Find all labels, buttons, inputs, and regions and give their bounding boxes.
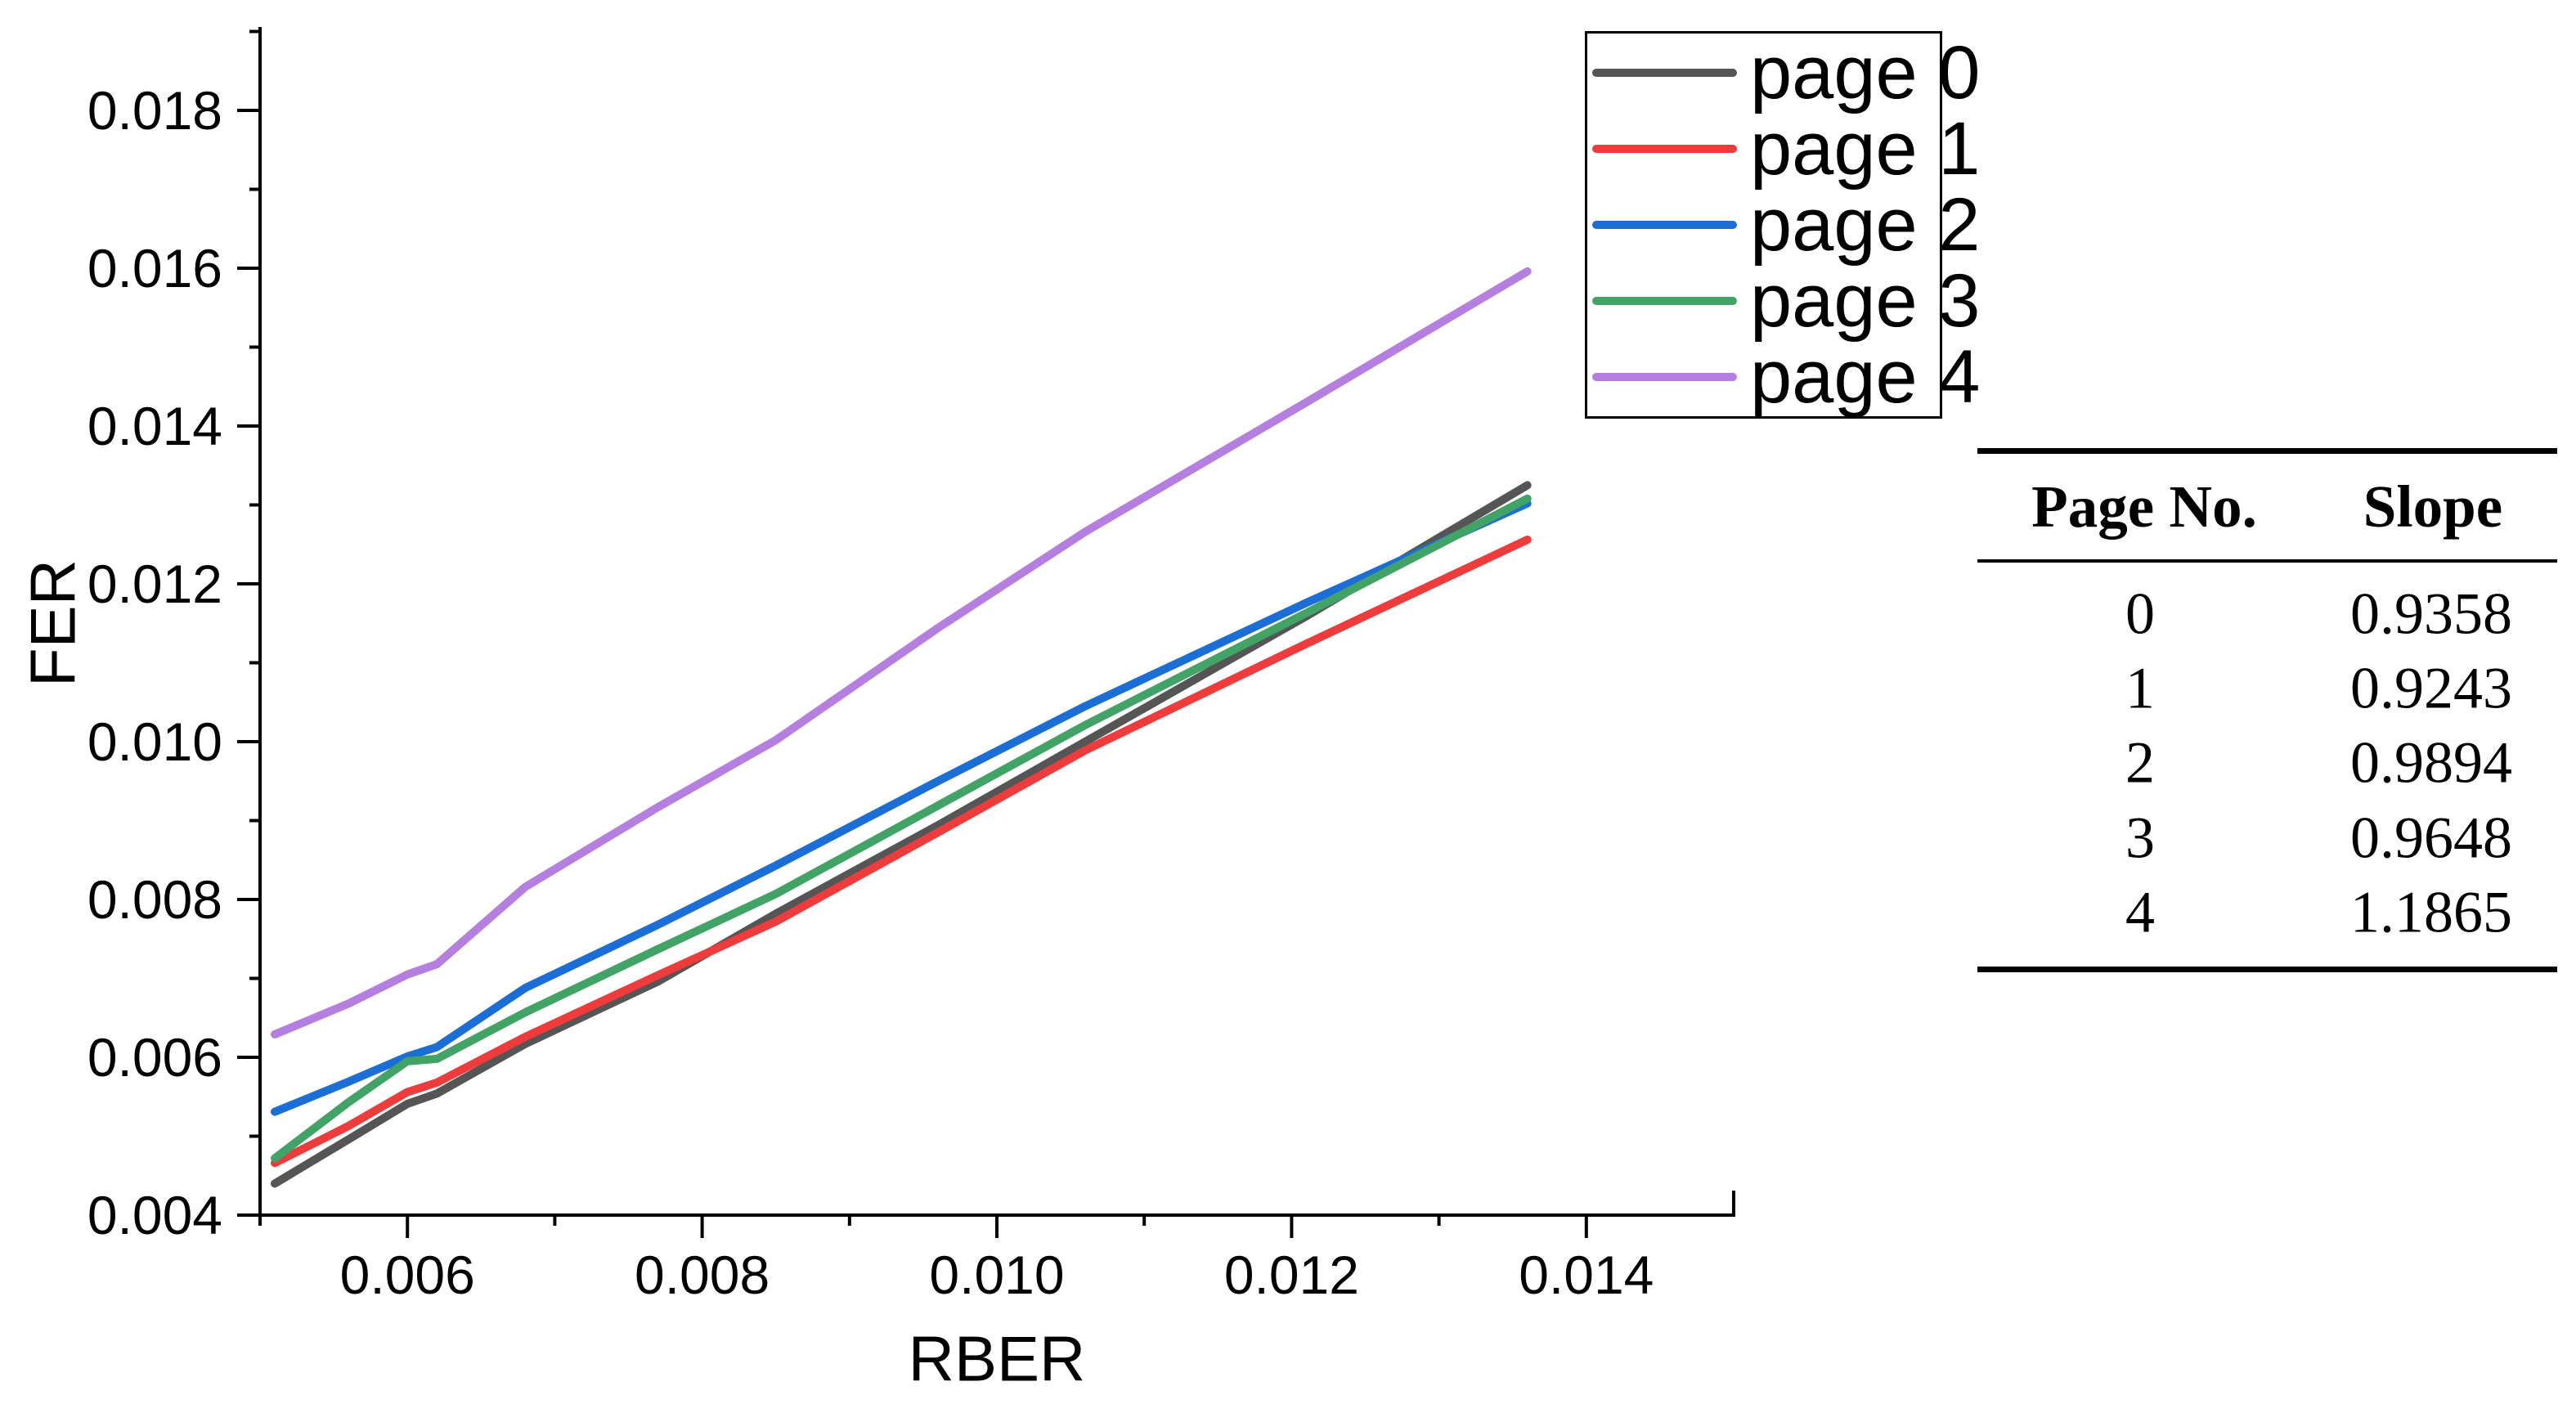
legend-item-label: page 0 [1750, 30, 1981, 114]
table-cell-slope: 0.9648 [2350, 805, 2512, 871]
legend-item: page 3 [1587, 262, 1980, 339]
y-tick-label: 0.010 [88, 711, 222, 772]
table-cell-page-no: 0 [2125, 581, 2155, 647]
slope-table: Page No. Slope 0 0.9358 1 0.9243 2 0.9894 3 0.9… [1977, 448, 2557, 973]
legend-item-label: page 4 [1750, 334, 1981, 419]
legend-line-sample [1592, 69, 1737, 77]
x-axis-title: RBER [908, 1322, 1086, 1395]
axes [237, 27, 1735, 1238]
table-header-page-no: Page No. [2031, 473, 2257, 540]
y-tick-label: 0.014 [88, 396, 222, 456]
table-cell-slope: 0.9243 [2350, 655, 2512, 721]
y-tick-label: 0.018 [88, 80, 222, 141]
x-tick-label: 0.008 [635, 1245, 770, 1305]
table-cell-slope: 0.9358 [2350, 581, 2512, 647]
table-header-slope: Slope [2363, 473, 2503, 540]
tick-labels: 0.006 0.008 0.010 0.012 0.014 0.004 0.006 0.008… [88, 80, 1654, 1305]
y-tick-label: 0.004 [88, 1185, 222, 1245]
slope-table-header: Page No. Slope [1977, 454, 2557, 563]
table-cell-slope: 1.1865 [2350, 879, 2512, 945]
series-line-page-0 [271, 481, 1532, 1188]
table-row: 4 1.1865 [1977, 875, 2557, 949]
legend-line-sample [1592, 221, 1737, 229]
legend-item-label: page 3 [1750, 258, 1981, 343]
y-axis-title: FER [16, 559, 89, 687]
y-tick-label: 0.012 [88, 554, 222, 614]
legend: page 0 page 1 page 2 page 3 page 4 [1585, 31, 1980, 419]
table-row: 1 0.9243 [1977, 651, 2557, 725]
legend-line-sample [1592, 297, 1737, 305]
table-cell-page-no: 3 [2125, 805, 2155, 871]
legend-line-sample [1592, 373, 1737, 381]
legend-item: page 0 [1587, 34, 1980, 111]
table-cell-slope: 0.9894 [2350, 729, 2512, 796]
table-cell-page-no: 2 [2125, 729, 2155, 796]
x-tick-label: 0.014 [1519, 1245, 1654, 1305]
x-tick-label: 0.006 [340, 1245, 475, 1305]
y-tick-label: 0.016 [88, 238, 222, 298]
table-row: 0 0.9358 [1977, 576, 2557, 651]
legend-item-label: page 2 [1750, 182, 1981, 267]
x-tick-label: 0.010 [929, 1245, 1064, 1305]
legend-item: page 1 [1587, 110, 1980, 187]
series-line-page-4 [271, 267, 1532, 1038]
legend-item-label: page 1 [1750, 106, 1981, 191]
series-lines [271, 267, 1532, 1188]
legend-line-sample [1592, 145, 1737, 153]
series-line-page-2 [271, 499, 1532, 1116]
series-line-page-3 [271, 494, 1532, 1163]
y-tick-label: 0.008 [88, 869, 222, 930]
x-tick-label: 0.012 [1224, 1245, 1359, 1305]
table-cell-page-no: 1 [2125, 655, 2155, 721]
legend-item: page 4 [1587, 339, 1980, 415]
slope-table-body: 0 0.9358 1 0.9243 2 0.9894 3 0.9648 4 1.1865 [1977, 563, 2557, 967]
y-tick-label: 0.006 [88, 1027, 222, 1088]
table-row: 3 0.9648 [1977, 801, 2557, 875]
series-line-page-1 [271, 536, 1532, 1168]
table-row: 2 0.9894 [1977, 726, 2557, 801]
table-cell-page-no: 4 [2125, 879, 2155, 945]
legend-item: page 2 [1587, 186, 1980, 263]
